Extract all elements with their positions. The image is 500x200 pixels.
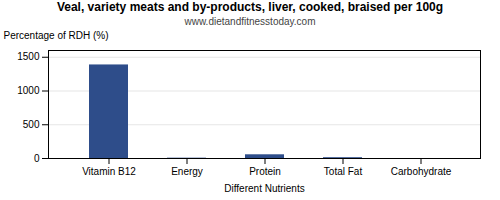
- svg-text:1500: 1500: [17, 51, 40, 62]
- svg-text:Vitamin B12: Vitamin B12: [82, 166, 136, 177]
- svg-text:Energy: Energy: [171, 166, 203, 177]
- svg-text:500: 500: [23, 119, 40, 130]
- svg-text:1000: 1000: [17, 85, 40, 96]
- svg-text:Different Nutrients: Different Nutrients: [224, 183, 304, 194]
- svg-text:Carbohydrate: Carbohydrate: [391, 166, 452, 177]
- svg-text:Percentage of RDH (%): Percentage of RDH (%): [4, 30, 109, 41]
- svg-text:0: 0: [34, 153, 40, 164]
- svg-text:Total Fat: Total Fat: [324, 166, 363, 177]
- html-text:www.dietandfitnesstoday.com: www.dietandfitnesstoday.com: [184, 16, 316, 27]
- html-text:Veal, variety meats and by-pro: Veal, variety meats and by-products, liv…: [56, 0, 444, 14]
- svg-text:Protein: Protein: [249, 166, 281, 177]
